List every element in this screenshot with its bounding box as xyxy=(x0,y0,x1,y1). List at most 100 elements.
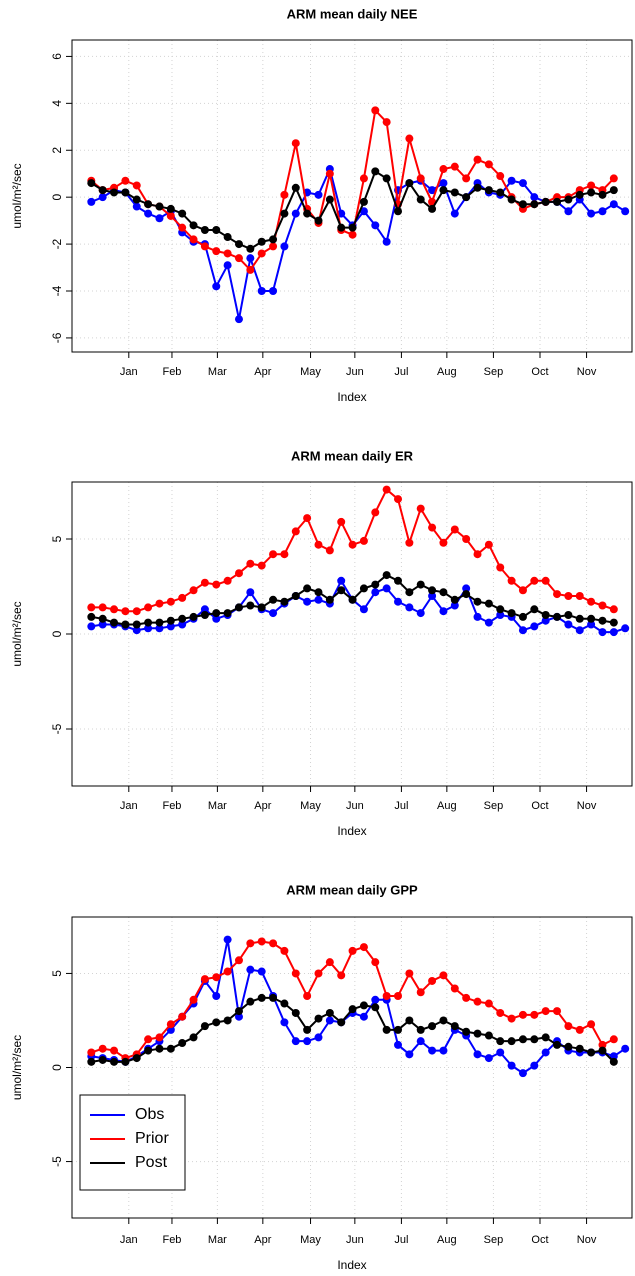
data-point xyxy=(189,235,198,244)
data-point xyxy=(280,190,289,199)
data-point xyxy=(621,624,630,633)
data-point xyxy=(98,193,107,202)
data-point xyxy=(484,160,493,169)
data-point xyxy=(609,1052,618,1061)
data-point xyxy=(144,618,153,627)
data-point xyxy=(178,223,187,232)
data-point xyxy=(223,609,232,618)
data-point xyxy=(598,1040,607,1049)
data-point xyxy=(553,590,562,599)
data-point xyxy=(110,618,119,627)
data-point xyxy=(518,1069,527,1078)
data-point xyxy=(462,174,471,183)
data-point xyxy=(394,597,403,606)
data-point xyxy=(87,603,96,612)
y-tick-label: 6 xyxy=(50,53,64,60)
data-point xyxy=(382,174,391,183)
data-point xyxy=(359,536,368,545)
data-point xyxy=(450,525,459,534)
data-point xyxy=(314,190,323,199)
data-point xyxy=(110,188,119,197)
data-point xyxy=(337,576,346,585)
data-point xyxy=(132,607,141,616)
y-tick-label: 5 xyxy=(50,535,64,542)
data-point xyxy=(439,588,448,597)
data-point xyxy=(530,200,539,209)
data-point xyxy=(405,969,414,978)
data-point xyxy=(541,197,550,206)
data-point xyxy=(587,620,596,629)
data-point xyxy=(530,193,539,202)
x-tick-label: Jul xyxy=(394,1234,408,1246)
data-point xyxy=(325,1016,334,1025)
data-point xyxy=(587,1020,596,1029)
data-point xyxy=(359,943,368,952)
data-point xyxy=(303,584,312,593)
y-tick-label: -2 xyxy=(50,238,64,249)
data-point xyxy=(587,614,596,623)
data-point xyxy=(484,618,493,627)
data-point xyxy=(246,244,255,253)
data-point xyxy=(314,595,323,604)
data-point xyxy=(371,588,380,597)
data-point xyxy=(428,1046,437,1055)
x-tick-label: Jun xyxy=(346,366,364,378)
data-point xyxy=(325,195,334,204)
data-point xyxy=(303,597,312,606)
data-point xyxy=(223,935,232,944)
chart-title: ARM mean daily NEE xyxy=(287,6,418,21)
data-point xyxy=(144,200,153,209)
data-point xyxy=(462,584,471,593)
data-point xyxy=(484,1054,493,1063)
data-point xyxy=(575,626,584,635)
data-point xyxy=(609,186,618,195)
data-point xyxy=(155,202,164,211)
data-point xyxy=(110,1057,119,1066)
y-axis-label: umol/m²/sec xyxy=(10,601,24,666)
data-point xyxy=(428,186,437,195)
data-point xyxy=(200,611,209,619)
data-point xyxy=(518,586,527,595)
data-point xyxy=(155,214,164,223)
data-point xyxy=(473,597,482,606)
data-point xyxy=(609,628,618,637)
data-point xyxy=(394,495,403,504)
data-point xyxy=(178,620,187,629)
data-point xyxy=(132,181,141,190)
data-point xyxy=(518,179,527,188)
data-point xyxy=(473,155,482,164)
data-point xyxy=(394,992,403,1001)
data-point xyxy=(246,254,255,263)
data-point xyxy=(553,1040,562,1049)
data-point xyxy=(314,588,323,597)
data-point xyxy=(598,616,607,625)
data-point xyxy=(428,204,437,213)
y-axis-label: umol/m²/sec xyxy=(10,163,24,228)
y-tick-label: -6 xyxy=(50,332,64,343)
data-point xyxy=(359,584,368,593)
data-point xyxy=(257,993,266,1002)
x-tick-label: Apr xyxy=(254,366,271,378)
series-line xyxy=(90,165,626,320)
data-point xyxy=(541,611,550,619)
data-point xyxy=(405,134,414,143)
data-point xyxy=(189,221,198,230)
data-point xyxy=(144,603,153,612)
data-point xyxy=(132,195,141,204)
data-point xyxy=(98,603,107,612)
data-point xyxy=(246,965,255,974)
data-point xyxy=(144,1035,153,1044)
data-point xyxy=(269,550,278,559)
data-point xyxy=(428,976,437,985)
data-point xyxy=(496,188,505,197)
data-point xyxy=(200,975,209,984)
x-tick-label: May xyxy=(300,366,321,378)
series-line xyxy=(90,108,615,272)
data-point xyxy=(166,1020,175,1029)
data-point xyxy=(405,179,414,188)
data-point xyxy=(359,174,368,183)
data-point xyxy=(325,1008,334,1017)
data-point xyxy=(303,1037,312,1046)
